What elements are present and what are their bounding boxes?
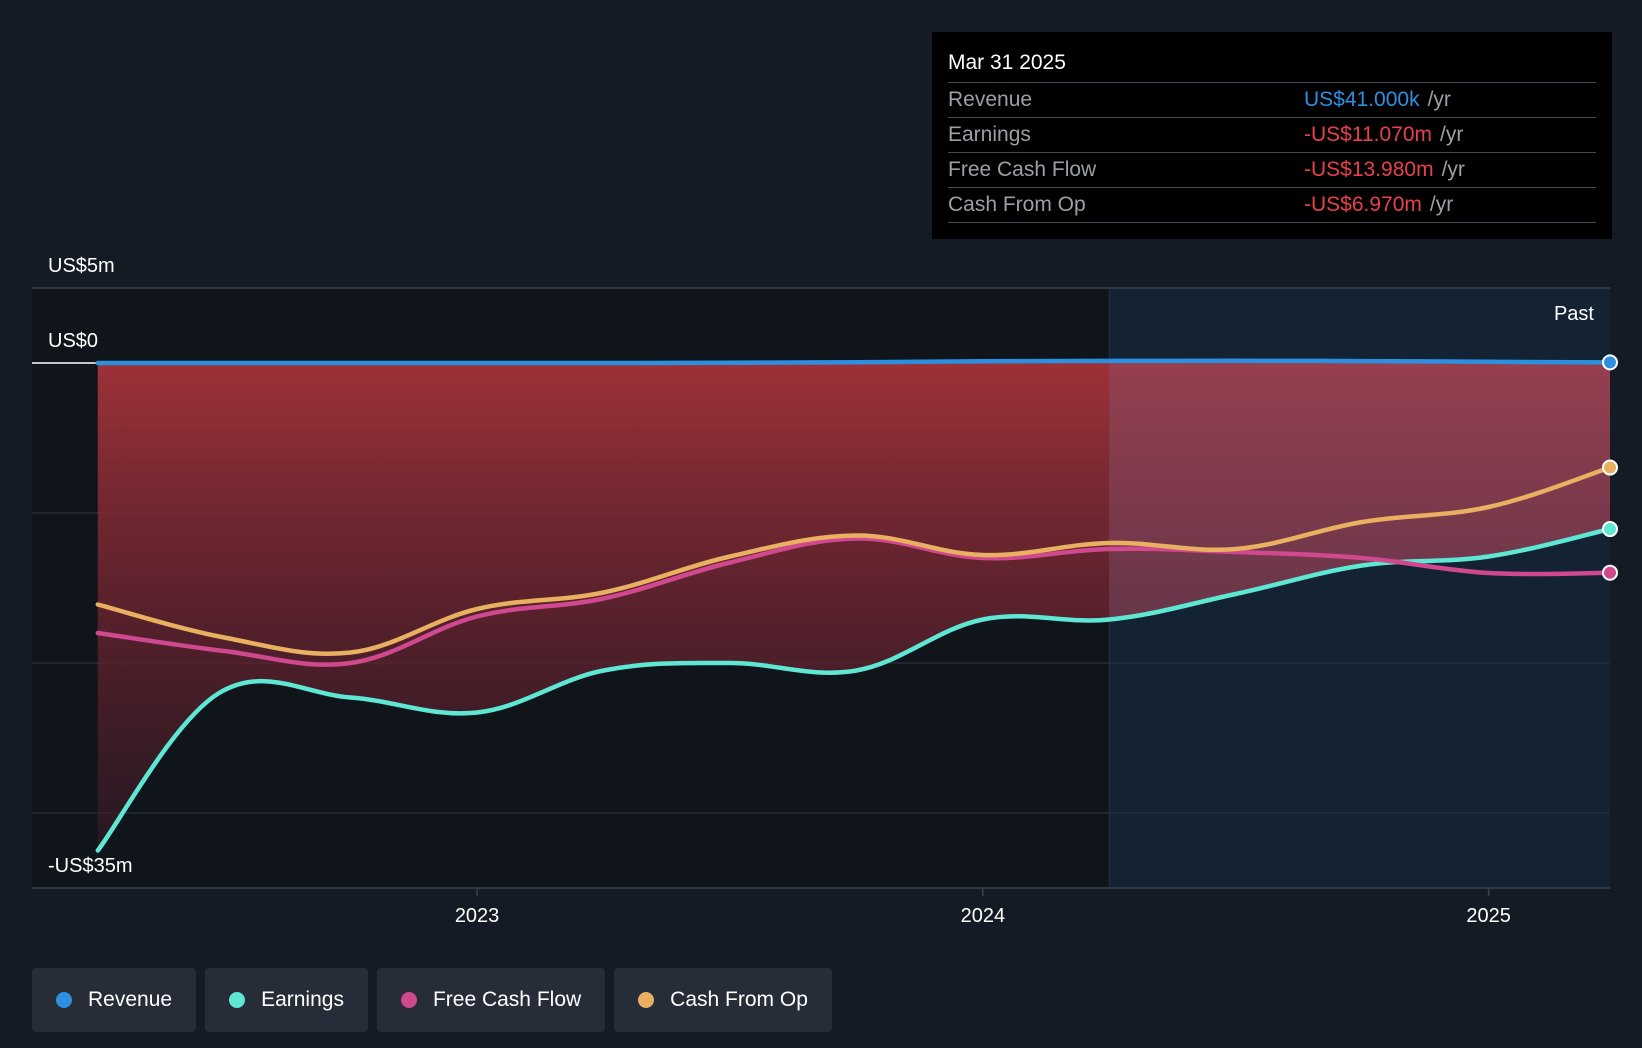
x-ticks: 2023 2024 2025: [455, 888, 1511, 927]
legend-item-revenue[interactable]: Revenue: [32, 968, 197, 1032]
y-label-zero: US$0: [48, 330, 98, 352]
tooltip-unit: /yr: [1441, 158, 1465, 181]
tooltip-label: Earnings: [948, 123, 1031, 146]
legend-item-free-cash-flow[interactable]: Free Cash Flow: [376, 968, 606, 1032]
tooltip-label: Revenue: [948, 88, 1033, 111]
tooltip-label: Cash From Op: [948, 193, 1086, 216]
tooltip-row-cash-from-op: Cash From Op -US$6.970m /yr: [948, 188, 1596, 223]
legend-dot-icon: [638, 992, 655, 1008]
legend-label: Free Cash Flow: [432, 988, 582, 1011]
tooltip-value: -US$13.980m: [1304, 158, 1434, 181]
x-tick-label: 2024: [961, 905, 1006, 927]
tooltip: Mar 31 2025 Revenue US$41.000k /yr Earni…: [932, 32, 1612, 239]
series-line-free-cash-flow: [95, 536, 1613, 667]
end-dot-earnings: [1602, 521, 1618, 538]
legend-item-cash-from-op[interactable]: Cash From Op: [614, 968, 832, 1032]
legend-item-earnings[interactable]: Earnings: [205, 968, 368, 1032]
tooltip-row-earnings: Earnings -US$11.070m /yr: [948, 118, 1596, 153]
legend-dot-icon: [400, 992, 417, 1008]
end-dot-revenue: [1602, 354, 1618, 371]
tooltip-date: Mar 31 2025: [948, 44, 1596, 83]
x-tick-label: 2025: [1466, 905, 1511, 927]
y-label-top: US$5m: [48, 255, 115, 277]
series-lines: [95, 358, 1613, 853]
tooltip-unit: /yr: [1429, 193, 1454, 216]
tooltip-row-free-cash-flow: Free Cash Flow -US$13.980m /yr: [948, 153, 1596, 188]
negative-area: [97, 363, 1610, 851]
legend-label: Revenue: [88, 988, 173, 1011]
legend-label: Earnings: [261, 988, 344, 1011]
y-label-bottom: -US$35m: [48, 855, 132, 877]
x-tick-label: 2023: [455, 905, 500, 927]
end-dot-free-cash-flow: [1602, 564, 1618, 581]
legend: Revenue Earnings Free Cash Flow Cash Fro…: [32, 968, 832, 1032]
tooltip-value: -US$6.970m: [1304, 193, 1422, 216]
end-dot-cash-from-op: [1602, 459, 1618, 476]
series-line-cash-from-op: [95, 465, 1613, 657]
legend-label: Cash From Op: [670, 988, 808, 1011]
series-line-revenue: [95, 358, 1613, 366]
tooltip-row-revenue: Revenue US$41.000k /yr: [948, 83, 1596, 118]
tooltip-unit: /yr: [1427, 88, 1451, 111]
tooltip-value: -US$11.070m: [1304, 123, 1433, 146]
tooltip-unit: /yr: [1440, 123, 1464, 146]
tooltip-label: Free Cash Flow: [948, 158, 1097, 181]
legend-dot-icon: [229, 992, 246, 1008]
series-line-earnings: [95, 526, 1613, 853]
end-dots: [1602, 354, 1618, 581]
past-label: Past: [1554, 303, 1594, 325]
tooltip-value: US$41.000k: [1304, 88, 1420, 111]
legend-dot-icon: [56, 992, 72, 1008]
